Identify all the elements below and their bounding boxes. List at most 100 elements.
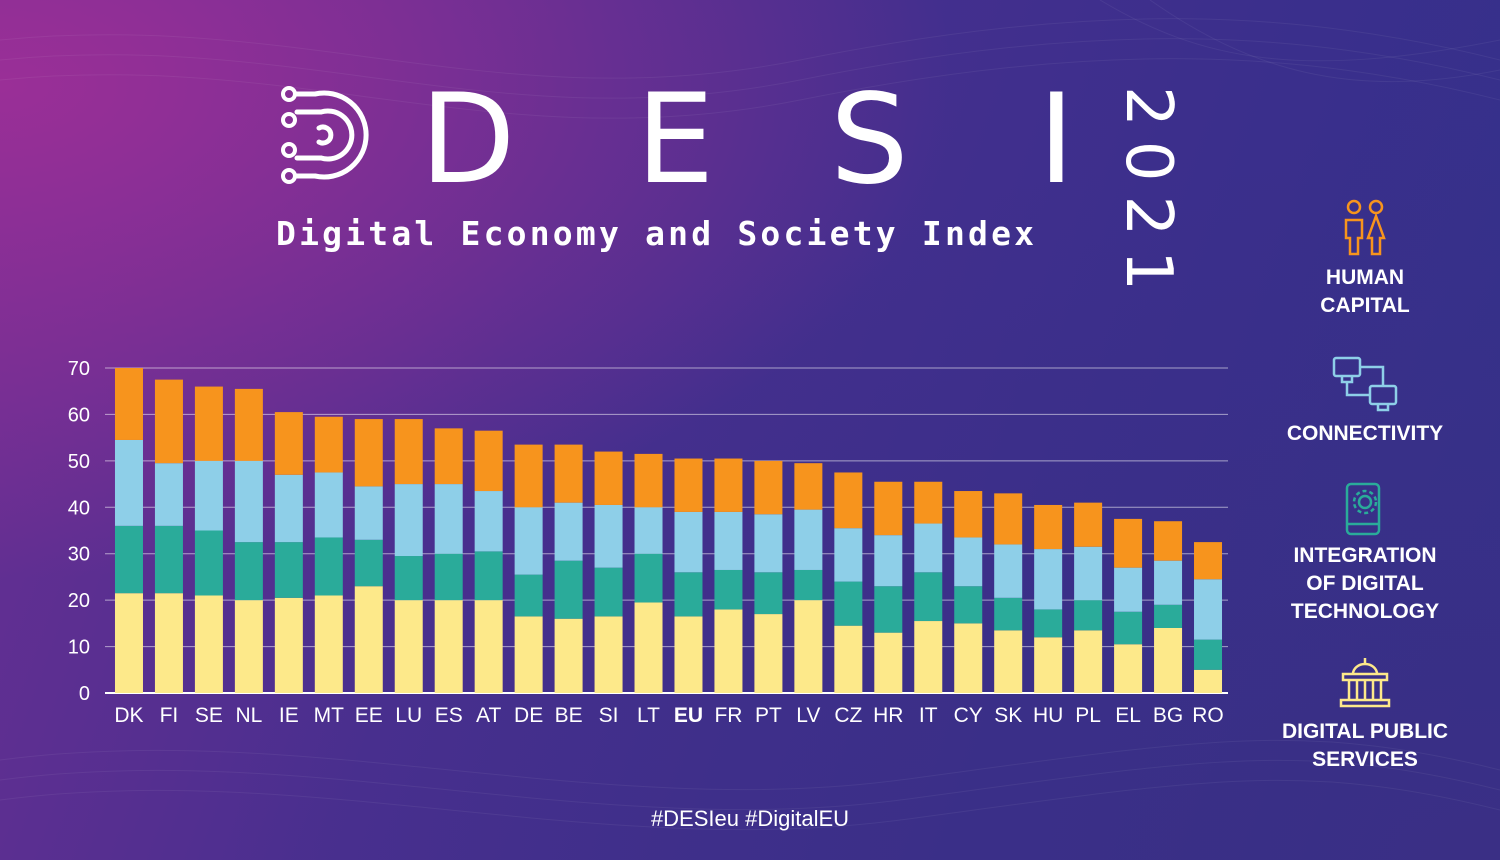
x-tick-label: PT	[755, 704, 782, 727]
bar-segment	[674, 616, 703, 693]
y-tick-label: 30	[68, 544, 90, 566]
x-tick-label: HR	[873, 704, 903, 727]
bar-segment	[194, 595, 223, 693]
bar-segment	[514, 444, 543, 508]
y-tick-label: 60	[68, 404, 90, 426]
legend-integration-digital-technology: INTEGRATION OF DIGITAL TECHNOLOGY	[1265, 482, 1465, 626]
bar-segment	[474, 551, 503, 601]
bar-segment	[194, 386, 223, 461]
bar-segment	[514, 574, 543, 617]
bar-segment	[594, 451, 623, 505]
bar-segment	[1194, 542, 1223, 580]
bar-segment	[554, 560, 583, 619]
bar-segment	[514, 507, 543, 575]
x-tick-label: PL	[1075, 704, 1101, 727]
x-tick-label: HU	[1033, 704, 1063, 727]
bar-segment	[1074, 630, 1103, 693]
title-letter-s: S	[830, 68, 909, 212]
bar-segment	[154, 525, 183, 594]
bar-segment	[914, 621, 943, 693]
bar-segment	[954, 491, 983, 538]
x-tick-label: EE	[355, 704, 383, 727]
bar-segment	[154, 593, 183, 693]
title-letter-i: I	[1038, 68, 1075, 212]
bar-segment	[234, 542, 263, 601]
bar-segment	[794, 463, 823, 510]
x-tick-label: FI	[160, 704, 179, 727]
x-tick-label: ES	[435, 704, 463, 727]
bar-segment	[714, 458, 743, 512]
bar-segment	[474, 430, 503, 492]
bar-segment	[274, 597, 303, 693]
bar-segment	[1194, 669, 1223, 693]
x-tick-label: SK	[994, 704, 1022, 727]
x-tick-label: RO	[1192, 704, 1224, 727]
bar-segment	[594, 616, 623, 693]
bar-segment	[1034, 637, 1063, 693]
bar-segment	[834, 528, 863, 582]
bar-segment	[1194, 639, 1223, 670]
bar-segment	[714, 569, 743, 610]
bar-segment	[674, 572, 703, 617]
y-tick-label: 70	[68, 358, 90, 380]
bar-segment	[354, 486, 383, 540]
y-tick-label: 20	[68, 590, 90, 612]
bar-segment	[394, 484, 423, 557]
bar-segment	[194, 460, 223, 531]
hashtags: #DESIeu #DigitalEU	[650, 806, 850, 831]
network-icon	[1332, 356, 1398, 412]
x-tick-label: IE	[279, 704, 299, 727]
bar-segment	[954, 537, 983, 587]
x-tick-label: LU	[395, 704, 422, 727]
bar-segment	[114, 368, 143, 440]
legend-label-connectivity: CONNECTIVITY	[1286, 422, 1444, 445]
building-icon	[1339, 658, 1391, 708]
bar-segment	[514, 616, 543, 693]
bar-segment	[994, 597, 1023, 631]
bar-segment	[994, 630, 1023, 693]
bar-segment	[154, 379, 183, 464]
legend-human-capital: HUMAN CAPITAL	[1265, 198, 1465, 320]
bar-segment	[754, 514, 783, 573]
bar-segment	[354, 586, 383, 693]
y-tick-label: 10	[68, 637, 90, 659]
bar-segment	[1114, 644, 1143, 693]
x-tick-label: BG	[1153, 704, 1183, 727]
bar-segment	[914, 481, 943, 524]
x-tick-label: EU	[674, 704, 703, 727]
bar-segment	[594, 504, 623, 568]
bar-segment	[1074, 546, 1103, 601]
people-icon	[1344, 199, 1386, 256]
bar-segment	[914, 572, 943, 622]
bar-segment	[234, 600, 263, 693]
x-tick-label: SE	[195, 704, 223, 727]
legend-digital-public-services: DIGITAL PUBLIC SERVICES	[1265, 656, 1465, 774]
bar-segment	[314, 595, 343, 693]
bar-segment	[114, 439, 143, 526]
bar-segment	[314, 537, 343, 596]
bar-segment	[794, 569, 823, 601]
bar-segment	[1154, 521, 1183, 561]
bar-segment	[314, 472, 343, 538]
title-letter-d: D	[420, 68, 516, 212]
bar-segment	[834, 625, 863, 693]
bar-segment	[474, 491, 503, 552]
bar-segment	[354, 539, 383, 587]
bar-segment	[714, 511, 743, 570]
year-label: 2021	[1111, 86, 1185, 305]
bar-segment	[794, 509, 823, 570]
x-tick-label: FR	[714, 704, 742, 727]
bar-segment	[1114, 518, 1143, 568]
bar-segment	[394, 419, 423, 485]
bar-segment	[874, 535, 903, 587]
bar-segment	[154, 463, 183, 526]
subtitle: Digital Economy and Society Index	[276, 214, 1038, 253]
title-letter-e: E	[636, 68, 715, 212]
x-tick-label: CZ	[834, 704, 862, 727]
x-tick-label: DK	[114, 704, 143, 727]
bar-segment	[1074, 502, 1103, 547]
x-tick-label: LV	[796, 704, 820, 727]
bar-segment	[994, 544, 1023, 598]
bar-segment	[434, 428, 463, 485]
